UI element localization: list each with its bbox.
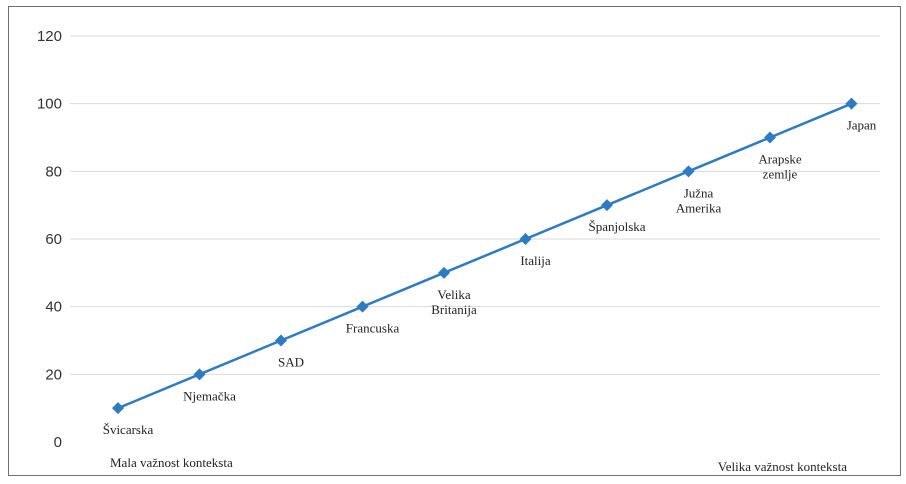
data-markers <box>112 97 858 415</box>
y-axis-tick-labels: 0 20 40 60 80 100 120 <box>37 28 62 451</box>
chart-frame <box>8 6 901 476</box>
gridlines <box>70 35 880 375</box>
y-tick-label: 80 <box>45 163 62 180</box>
data-point-marker <box>112 402 124 415</box>
data-point-marker <box>682 165 695 178</box>
x-axis-note-right: Velika važnost konteksta <box>718 459 847 474</box>
series-line-group <box>117 102 852 410</box>
data-point-marker <box>275 334 287 347</box>
y-tick-label: 100 <box>37 96 62 113</box>
y-tick-label: 60 <box>45 231 62 248</box>
data-point-marker <box>845 97 858 110</box>
data-point-label: Arapske zemlje <box>758 152 802 182</box>
y-tick-label: 0 <box>54 434 62 451</box>
data-point-label: Švicarska <box>103 422 154 437</box>
y-tick-label: 20 <box>45 366 62 383</box>
point-labels: Švicarska Njemačka SAD Francuska Velika Brita… <box>103 118 877 437</box>
data-point-label: Južna Amerika <box>676 185 722 215</box>
data-point-marker <box>193 368 206 381</box>
y-tick-label: 120 <box>37 28 62 45</box>
data-point-label: Španjolska <box>588 219 645 234</box>
x-axis-note-left: Mala važnost konteksta <box>110 455 233 470</box>
y-tick-label: 40 <box>45 299 62 316</box>
data-point-label: Japan <box>847 118 877 133</box>
data-point-marker <box>519 233 532 245</box>
data-point-marker <box>356 300 369 313</box>
data-point-label: SAD <box>278 355 304 370</box>
data-point-marker <box>438 266 450 279</box>
data-point-label: Francuska <box>346 321 400 336</box>
series-line <box>117 102 852 410</box>
data-point-marker <box>764 131 776 144</box>
data-point-label: Velika Britanija <box>431 287 477 317</box>
data-point-marker <box>601 199 613 212</box>
data-point-label: Italija <box>520 253 551 268</box>
data-point-label: Njemačka <box>183 388 236 403</box>
